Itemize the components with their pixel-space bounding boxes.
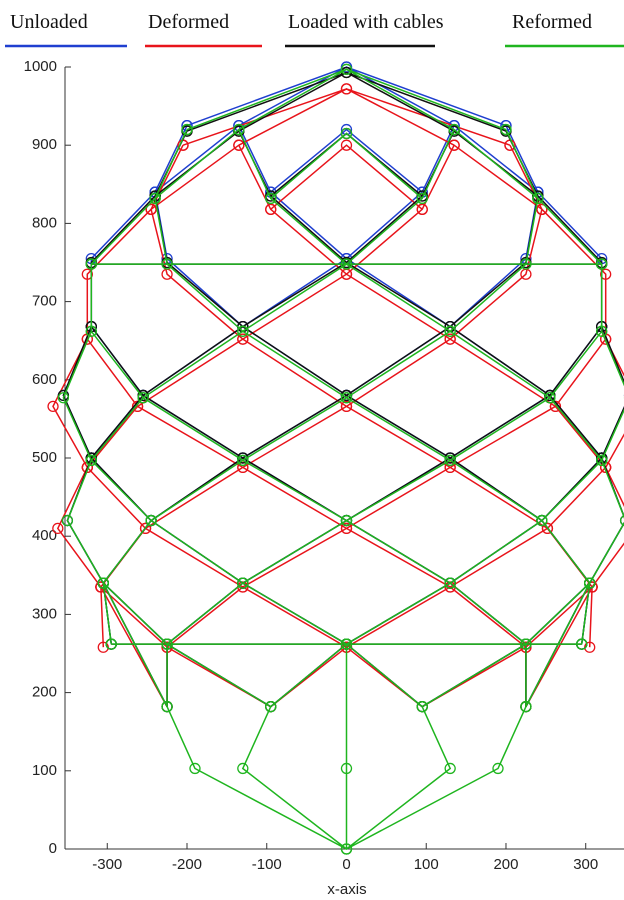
node-marker: [97, 641, 109, 653]
node-marker: [237, 325, 249, 337]
node-marker: [85, 325, 97, 337]
legend-label: Unloaded: [10, 11, 88, 33]
node-marker: [416, 192, 428, 205]
node-marker: [145, 514, 157, 527]
series-line: [62, 68, 624, 850]
node-marker: [340, 258, 353, 270]
node-marker: [237, 762, 249, 775]
x-tick-label: -100: [252, 856, 282, 873]
node-marker: [237, 333, 249, 345]
node-marker: [161, 258, 173, 270]
y-tick-label: 500: [32, 449, 57, 466]
node-marker: [161, 638, 173, 650]
node-marker: [340, 762, 353, 775]
node-marker: [444, 577, 456, 589]
node-marker: [596, 325, 608, 337]
y-tick-label: 300: [32, 605, 57, 622]
node-marker: [105, 638, 117, 650]
node-marker: [161, 701, 173, 713]
node-marker: [444, 333, 456, 345]
node-marker: [444, 454, 456, 466]
node-marker: [137, 392, 149, 404]
node-marker: [520, 258, 532, 270]
node-marker: [340, 63, 353, 75]
node-marker: [237, 454, 249, 466]
node-marker: [541, 522, 554, 535]
y-tick-label: 1000: [24, 58, 57, 75]
node-marker: [265, 701, 277, 713]
node-marker: [340, 400, 353, 413]
node-marker: [448, 123, 460, 136]
node-marker: [492, 762, 504, 775]
y-tick-label: 900: [32, 136, 57, 153]
node-marker: [536, 203, 548, 215]
node-marker: [233, 123, 245, 136]
x-tick-label: -300: [92, 856, 122, 873]
node-marker: [181, 123, 193, 136]
y-tick-label: 600: [32, 371, 57, 388]
node-marker: [340, 392, 353, 404]
x-tick-label: 0: [342, 856, 350, 873]
y-tick-label: 100: [32, 762, 57, 779]
node-marker: [145, 203, 157, 215]
x-axis-label: x-axis: [327, 881, 366, 898]
node-marker: [416, 203, 428, 215]
node-marker: [544, 392, 556, 404]
node-marker: [340, 123, 353, 136]
y-tick-label: 700: [32, 293, 57, 310]
node-marker: [340, 139, 353, 151]
legend-label: Deformed: [148, 11, 229, 33]
node-marker: [149, 192, 161, 205]
node-marker: [600, 268, 612, 280]
node-marker: [444, 325, 456, 337]
node-marker: [619, 515, 624, 526]
node-marker: [85, 454, 97, 466]
node-marker: [52, 522, 64, 535]
node-marker: [520, 638, 532, 650]
y-tick-label: 200: [32, 684, 57, 701]
node-marker: [139, 522, 152, 535]
node-marker: [520, 701, 532, 713]
node-marker: [500, 123, 512, 136]
node-marker: [237, 577, 249, 589]
node-marker: [265, 192, 277, 205]
node-marker: [340, 127, 353, 140]
x-tick-label: 100: [414, 856, 439, 873]
y-tick-label: 800: [32, 214, 57, 231]
y-tick-label: 400: [32, 527, 57, 544]
node-marker: [340, 514, 353, 527]
series-line: [62, 66, 624, 708]
node-marker: [81, 268, 93, 280]
node-marker: [596, 258, 608, 270]
x-tick-label: 200: [493, 856, 518, 873]
x-tick-label: 300: [573, 856, 598, 873]
legend-label: Reformed: [512, 11, 592, 33]
node-marker: [340, 843, 353, 855]
node-marker: [444, 762, 456, 775]
node-marker: [584, 641, 596, 653]
node-marker: [265, 203, 277, 215]
node-marker: [536, 514, 548, 527]
node-marker: [97, 577, 109, 589]
node-marker: [340, 638, 353, 650]
node-marker: [85, 258, 97, 270]
node-marker: [532, 192, 544, 205]
legend-label: Loaded with cables: [288, 11, 444, 33]
node-marker: [340, 83, 353, 95]
node-marker: [416, 701, 428, 713]
node-marker: [340, 522, 353, 535]
node-marker: [576, 638, 588, 650]
series-line: [62, 71, 624, 708]
y-tick-label: 0: [49, 840, 57, 857]
node-marker: [448, 139, 460, 151]
node-marker: [596, 454, 608, 466]
node-marker: [61, 514, 74, 527]
x-tick-label: -200: [172, 856, 202, 873]
node-marker: [584, 577, 596, 589]
node-marker: [233, 139, 245, 151]
node-marker: [57, 392, 70, 404]
node-marker: [189, 762, 201, 775]
node-marker: [47, 400, 59, 413]
